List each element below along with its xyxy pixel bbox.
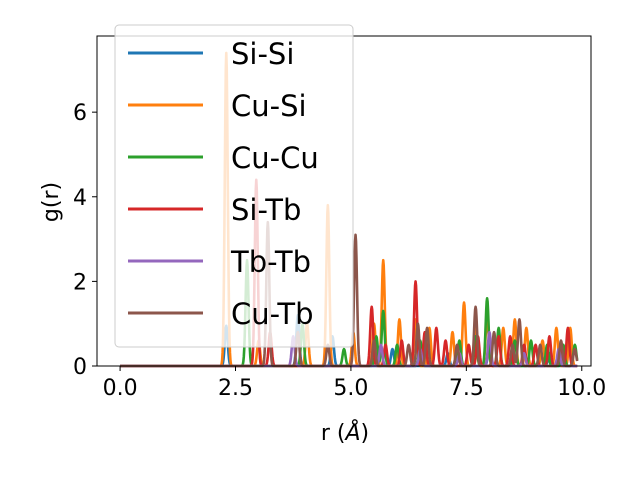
- legend: Si-Si Cu-Si Cu-Cu Si-Tb Tb-Tb Cu-Tb: [114, 24, 354, 348]
- legend-items: Si-Si Cu-Si Cu-Cu Si-Tb Tb-Tb Cu-Tb: [128, 37, 319, 331]
- x-tick-label: 2.5: [218, 376, 253, 401]
- legend-label-si-si: Si-Si: [231, 37, 294, 71]
- x-axis-label-unit: Å: [343, 419, 360, 446]
- y-tick-label: 0: [73, 355, 87, 380]
- y-tick-label: 2: [73, 270, 87, 295]
- legend-label-si-tb: Si-Tb: [231, 193, 301, 227]
- x-axis-label-text: r (: [321, 421, 346, 446]
- x-tick-label: 5.0: [333, 376, 368, 401]
- x-tick-label: 7.5: [449, 376, 484, 401]
- legend-label-tb-tb: Tb-Tb: [230, 245, 311, 279]
- y-axis-label: g(r): [39, 182, 64, 222]
- x-axis-label-close: ): [361, 421, 370, 446]
- x-axis-ticks: 0.0 2.5 5.0 7.5 10.0: [103, 366, 606, 401]
- legend-label-cu-si: Cu-Si: [231, 89, 307, 123]
- x-tick-label: 0.0: [103, 376, 138, 401]
- x-tick-label: 10.0: [557, 376, 606, 401]
- legend-label-cu-cu: Cu-Cu: [231, 141, 319, 175]
- y-tick-label: 6: [73, 101, 87, 126]
- x-axis-label: r (Å): [321, 419, 369, 446]
- legend-label-cu-tb: Cu-Tb: [231, 297, 314, 331]
- y-axis-ticks: 0 2 4 6: [73, 101, 97, 380]
- y-tick-label: 4: [73, 186, 87, 211]
